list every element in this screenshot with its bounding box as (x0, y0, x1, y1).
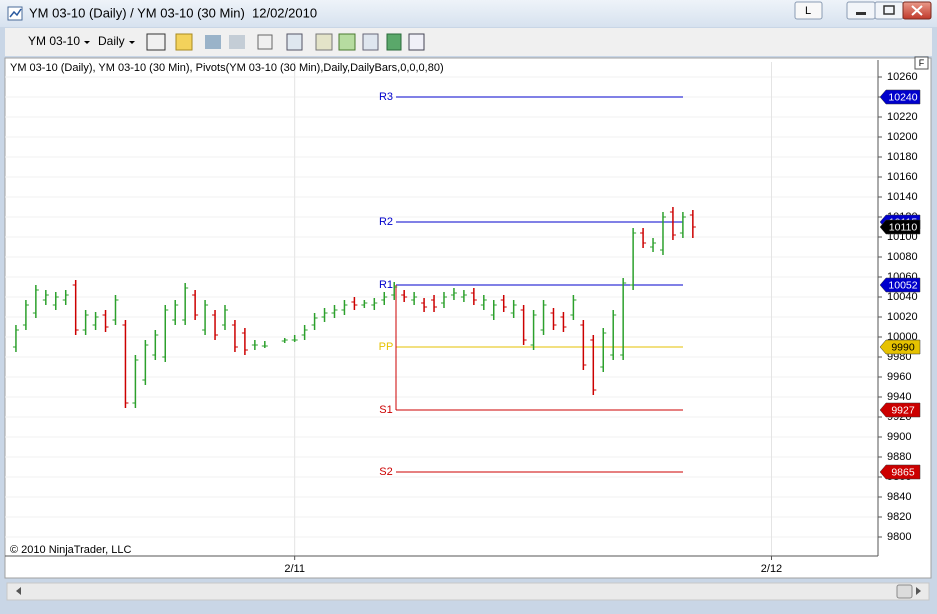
pivot-marker (879, 277, 921, 293)
bar-type-button[interactable] (146, 33, 166, 51)
pivot-marker-label: 9865 (891, 466, 915, 478)
scrollbar[interactable] (6, 582, 930, 601)
dropdown-arrow (84, 41, 90, 44)
toolbar (5, 28, 932, 56)
pivot-marker-label: 9990 (891, 341, 915, 353)
orders-button[interactable] (386, 33, 402, 51)
minimize-glyph (856, 12, 866, 15)
y-tick-label: 10180 (887, 151, 918, 163)
pivot-marker (879, 402, 921, 418)
maximize-button[interactable] (874, 1, 904, 20)
tool-button[interactable] (229, 35, 245, 49)
pivot-marker (879, 89, 921, 105)
minimize-button[interactable] (846, 1, 876, 20)
pivot-label: PP (379, 341, 394, 353)
scroll-left[interactable] (16, 587, 21, 595)
indicators-button[interactable] (338, 33, 356, 51)
instrument-selector[interactable]: YM 03-10 (28, 34, 80, 48)
plot: R3 R2 R1 PP S1 S2 (5, 62, 878, 556)
title-bar (0, 0, 937, 27)
y-tick-label: 9960 (887, 371, 911, 383)
y-tick-label: 10220 (887, 111, 918, 123)
pivot-label: S2 (379, 466, 392, 478)
x-tick-label: 2/11 (284, 563, 305, 575)
y-tick-label: 10040 (887, 291, 918, 303)
y-tick-label: 9940 (887, 391, 911, 403)
link-button[interactable] (794, 1, 823, 20)
y-tick-label: 10160 (887, 171, 918, 183)
last-price-marker (879, 219, 921, 235)
axis-button[interactable] (914, 56, 929, 70)
y-tick-label: 9840 (887, 491, 911, 503)
zoom-button[interactable] (286, 33, 303, 51)
last-price-marker-label: 10110 (889, 221, 918, 233)
y-tick-label: 9900 (887, 431, 911, 443)
app-icon-glyph (9, 8, 22, 18)
y-tick-label: 10020 (887, 311, 918, 323)
chart-label: YM 03-10 (Daily), YM 03-10 (30 Min), Piv… (10, 62, 444, 74)
y-tick-label: 10080 (887, 251, 918, 263)
y-tick-label: 10200 (887, 131, 918, 143)
tool-button[interactable] (205, 35, 221, 49)
properties-button[interactable] (408, 33, 425, 51)
pivot-marker (879, 339, 921, 355)
link-button-label[interactable]: L (805, 5, 811, 17)
pivot-label: R3 (379, 91, 393, 103)
period-selector[interactable]: Daily (98, 34, 125, 48)
data-series-button[interactable] (315, 33, 333, 51)
pivot-marker-label: 10240 (888, 91, 917, 103)
drawing-tool-button[interactable] (175, 33, 193, 51)
window-title: YM 03-10 (Daily) / YM 03-10 (30 Min) 12/… (29, 5, 317, 20)
pivot-label: R2 (379, 216, 393, 228)
scroll-right[interactable] (916, 587, 921, 595)
cursor-button[interactable] (257, 34, 273, 50)
maximize-glyph (883, 5, 895, 15)
strategies-button[interactable] (362, 33, 379, 51)
scroll-thumb[interactable] (896, 584, 913, 599)
y-tick-label: 10140 (887, 191, 918, 203)
copyright: © 2010 NinjaTrader, LLC (10, 544, 131, 556)
x-tick-label: 2/12 (761, 563, 782, 575)
close-glyph (911, 5, 923, 16)
y-tick-label: 9820 (887, 511, 911, 523)
dropdown-arrow (129, 41, 135, 44)
y-tick-label: 9880 (887, 451, 911, 463)
pivot-marker-label: 9927 (891, 404, 915, 416)
axis-button-label[interactable]: F (919, 58, 925, 68)
chart-panel (4, 57, 932, 579)
pivot-marker-label: 10052 (888, 279, 917, 291)
pivot-label: S1 (379, 404, 392, 416)
pivot-marker (879, 464, 921, 480)
y-tick-label: 9800 (887, 531, 911, 543)
pivot-label: R1 (379, 279, 393, 291)
y-tick-label: 10260 (887, 71, 918, 83)
